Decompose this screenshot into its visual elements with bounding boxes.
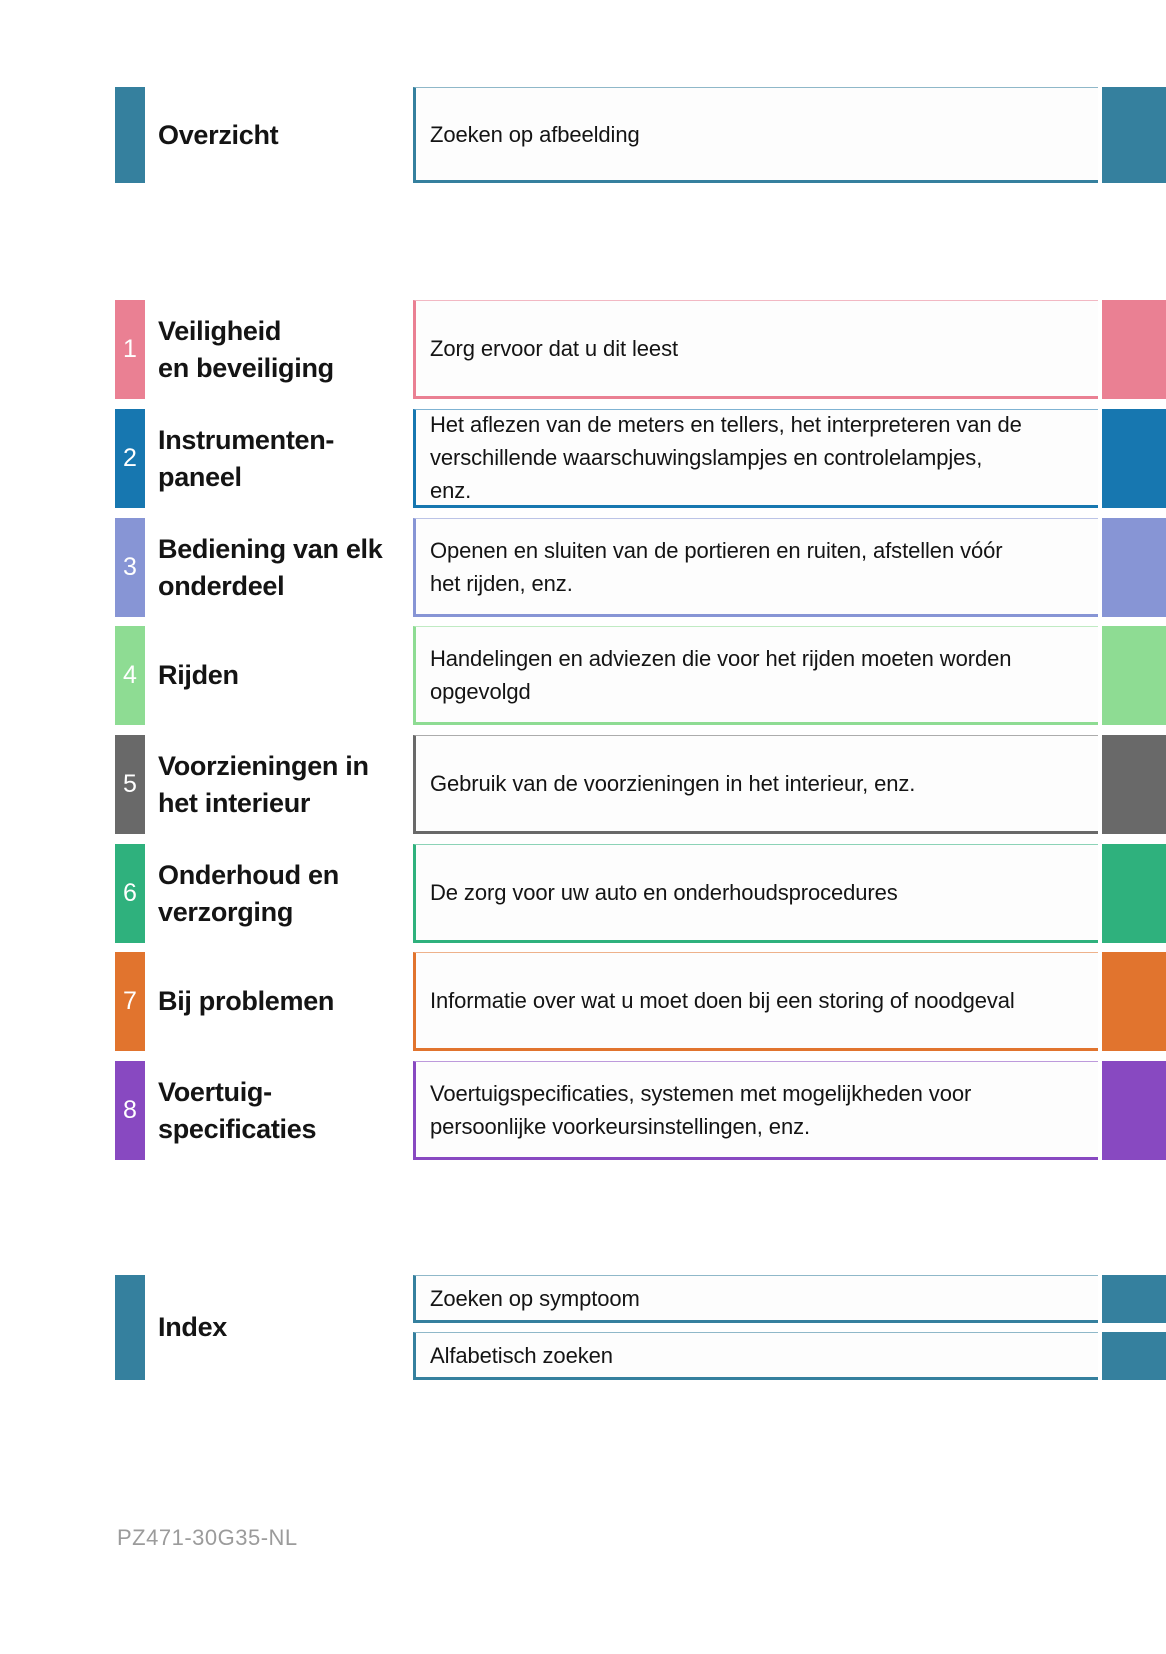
section-link-box[interactable]: Voertuigspecificaties, systemen met moge…	[413, 1061, 1098, 1160]
section-edge-tab	[1102, 409, 1166, 508]
index-link-box-symptom[interactable]: Zoeken op symptoom	[413, 1275, 1098, 1323]
publication-code: PZ471-30G35-NL	[117, 1525, 298, 1550]
index-title: Index	[158, 1312, 228, 1342]
overview-color-bar	[115, 87, 145, 183]
section-title: Voertuig- specificaties	[158, 1076, 317, 1144]
section-description: Voertuigspecificaties, systemen met moge…	[430, 1080, 972, 1139]
section-title: Voorzieningen in het interieur	[158, 750, 369, 818]
section-number: 5	[123, 770, 137, 798]
section-number: 7	[123, 987, 137, 1015]
section-description: Het aflezen van de meters en tellers, he…	[430, 412, 1022, 503]
section-row: 8 Voertuig- specificaties Voertuigspecif…	[0, 1061, 1166, 1160]
section-number: 2	[123, 444, 137, 472]
section-row: 3 Bediening van elk onderdeel Openen en …	[0, 518, 1166, 617]
section-description: Gebruik van de voorzieningen in het inte…	[430, 771, 916, 796]
section-row: 7 Bij problemen Informatie over wat u mo…	[0, 952, 1166, 1051]
section-edge-tab	[1102, 952, 1166, 1051]
overview-title: Overzicht	[158, 119, 279, 150]
section-link-box[interactable]: Openen en sluiten van de portieren en ru…	[413, 518, 1098, 617]
section-number: 6	[123, 879, 137, 907]
section-link-box[interactable]: Informatie over wat u moet doen bij een …	[413, 952, 1098, 1051]
overview-edge-tab	[1102, 87, 1166, 183]
section-edge-tab	[1102, 626, 1166, 725]
index-item-alphabetical: Alfabetisch zoeken	[430, 1342, 613, 1368]
section-title: Veiligheid en beveiliging	[158, 315, 334, 383]
section-number-square: 2	[115, 409, 145, 508]
section-link-box[interactable]: Zorg ervoor dat u dit leest	[413, 300, 1098, 399]
section-number-square: 4	[115, 626, 145, 725]
section-number: 1	[123, 335, 137, 363]
section-number: 4	[123, 661, 137, 689]
section-link-box[interactable]: De zorg voor uw auto en onderhoudsproced…	[413, 844, 1098, 943]
index-color-bar	[115, 1275, 145, 1380]
index-edge-tab-symptom	[1102, 1275, 1166, 1323]
section-row: 1 Veiligheid en beveiliging Zorg ervoor …	[0, 300, 1166, 399]
overview-row: Overzicht Zoeken op afbeelding	[0, 87, 1166, 183]
section-description: Informatie over wat u moet doen bij een …	[430, 988, 1015, 1013]
overview-link-text: Zoeken op afbeelding	[430, 121, 640, 147]
section-description: Handelingen en adviezen die voor het rij…	[430, 645, 1012, 704]
section-description: Zorg ervoor dat u dit leest	[430, 336, 678, 361]
section-number-square: 5	[115, 735, 145, 834]
section-title: Bij problemen	[158, 986, 335, 1016]
index-edge-tab-alphabetical	[1102, 1332, 1166, 1380]
section-link-box[interactable]: Handelingen en adviezen die voor het rij…	[413, 626, 1098, 725]
section-edge-tab	[1102, 300, 1166, 399]
section-row: 5 Voorzieningen in het interieur Gebruik…	[0, 735, 1166, 834]
section-link-box[interactable]: Het aflezen van de meters en tellers, he…	[413, 409, 1098, 508]
section-number: 3	[123, 553, 137, 581]
section-link-box[interactable]: Gebruik van de voorzieningen in het inte…	[413, 735, 1098, 834]
section-number-square: 8	[115, 1061, 145, 1160]
section-row: 4 Rijden Handelingen en adviezen die voo…	[0, 626, 1166, 725]
overview-link-box[interactable]: Zoeken op afbeelding	[413, 87, 1098, 183]
index-link-box-alphabetical[interactable]: Alfabetisch zoeken	[413, 1332, 1098, 1380]
section-row: 2 Instrumenten- paneel Het aflezen van d…	[0, 409, 1166, 508]
section-description: Openen en sluiten van de portieren en ru…	[430, 537, 1003, 596]
index-row: Index Zoeken op symptoom Alfabetisch zoe…	[0, 1275, 1166, 1380]
section-title: Bediening van elk onderdeel	[158, 533, 383, 601]
section-number: 8	[123, 1096, 137, 1124]
section-edge-tab	[1102, 844, 1166, 943]
section-edge-tab	[1102, 735, 1166, 834]
section-number-square: 1	[115, 300, 145, 399]
section-description: De zorg voor uw auto en onderhoudsproced…	[430, 880, 898, 905]
section-title: Instrumenten- paneel	[158, 424, 335, 492]
section-edge-tab	[1102, 1061, 1166, 1160]
section-row: 6 Onderhoud en verzorging De zorg voor u…	[0, 844, 1166, 943]
section-number-square: 3	[115, 518, 145, 617]
section-number-square: 6	[115, 844, 145, 943]
section-title: Rijden	[158, 660, 239, 690]
section-edge-tab	[1102, 518, 1166, 617]
section-number-square: 7	[115, 952, 145, 1051]
section-title: Onderhoud en verzorging	[158, 859, 339, 927]
index-item-symptom: Zoeken op symptoom	[430, 1285, 640, 1311]
